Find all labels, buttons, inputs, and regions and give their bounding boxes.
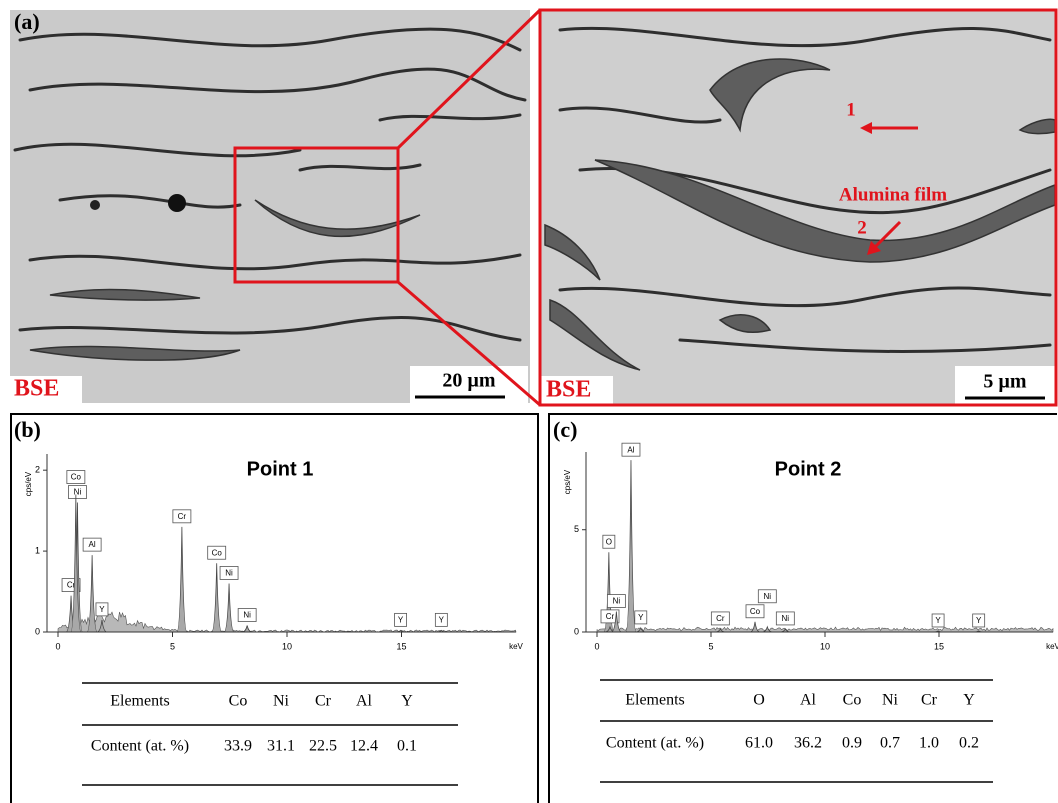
annotation: 1 <box>846 99 856 120</box>
micrograph-background <box>10 10 530 403</box>
y-tick-label: 0 <box>35 626 40 636</box>
table-cell: Content (at. %) <box>91 738 189 755</box>
annotation: 2 <box>857 217 867 238</box>
scale-bar-label: 20 µm <box>442 370 496 392</box>
table-header: Al <box>800 692 817 709</box>
peak <box>242 626 252 632</box>
table-header: O <box>753 692 765 709</box>
peak <box>626 460 636 632</box>
table-header: Ni <box>882 692 899 709</box>
table-cell: 22.5 <box>309 738 337 755</box>
table-header: Y <box>963 692 975 709</box>
peak-label: Ni <box>243 611 251 620</box>
peak-label: Ni <box>782 614 790 623</box>
peak-label: Ni <box>74 488 82 497</box>
y-tick-label: 1 <box>35 545 40 555</box>
y-tick-label: 5 <box>574 524 579 534</box>
table-header: Co <box>229 693 248 710</box>
table-cell: 1.0 <box>919 735 939 752</box>
y-axis-label: cps/eV <box>24 471 33 496</box>
table-cell: 33.9 <box>224 738 252 755</box>
x-tick-label: 10 <box>282 641 292 651</box>
table-cell: 0.7 <box>880 735 900 752</box>
spectrum-title: Point 1 <box>247 458 314 480</box>
figure: (a) BSE 20 µm BSE 5 µm 1 Alumina film 2 … <box>0 0 1058 803</box>
peak-label: Y <box>398 615 404 624</box>
spectrum-title: Point 2 <box>775 458 842 480</box>
table-header: Y <box>401 693 413 710</box>
peak-label: Ni <box>764 592 772 601</box>
peak <box>177 527 187 632</box>
peak-label: Co <box>71 473 82 482</box>
overview-micrograph <box>10 10 530 403</box>
peak-label: O <box>606 537 612 546</box>
x-tick-label: 10 <box>820 641 830 651</box>
x-tick-label: 0 <box>55 641 60 651</box>
table-header: Al <box>356 693 373 710</box>
table-cell: 61.0 <box>745 735 773 752</box>
peak-label: Y <box>976 616 982 625</box>
table-cell: 0.2 <box>959 735 979 752</box>
panel-label: (c) <box>553 417 577 442</box>
y-tick-label: 2 <box>35 465 40 475</box>
x-tick-label: 5 <box>708 641 713 651</box>
table-header: Cr <box>315 693 332 710</box>
x-axis-label: keV <box>509 642 523 651</box>
table-cell: 36.2 <box>794 735 822 752</box>
x-tick-label: 15 <box>934 641 944 651</box>
panel-label: (b) <box>14 417 41 442</box>
table-header: Co <box>843 692 862 709</box>
pore <box>90 200 100 210</box>
panel-label: (a) <box>14 9 40 34</box>
table-header: Ni <box>273 693 290 710</box>
table-cell: 12.4 <box>350 738 378 755</box>
x-tick-label: 5 <box>170 641 175 651</box>
peak-label: Ni <box>225 569 233 578</box>
table-header: Elements <box>110 693 170 710</box>
scale-bar-label: 5 µm <box>983 371 1027 393</box>
y-axis-label: cps/eV <box>563 469 572 494</box>
peak-label: Cr <box>716 614 725 623</box>
annotation: Alumina film <box>839 184 947 205</box>
table-header: Cr <box>921 692 938 709</box>
table-cell: 0.1 <box>397 738 417 755</box>
y-tick-label: 0 <box>574 626 579 636</box>
peak-label: Y <box>99 605 105 614</box>
peak-label: Al <box>627 445 634 454</box>
peak-label: Co <box>750 607 761 616</box>
table-cell: 0.9 <box>842 735 862 752</box>
peak-label: Cr <box>178 512 187 521</box>
peak-label: Co <box>212 548 223 557</box>
peak-label: Al <box>89 540 96 549</box>
table-header: Elements <box>625 692 685 709</box>
x-tick-label: 15 <box>396 641 406 651</box>
x-tick-label: 0 <box>594 641 599 651</box>
table-cell: 31.1 <box>267 738 295 755</box>
detector-label: BSE <box>546 377 591 403</box>
detector-label: BSE <box>14 376 59 402</box>
background-signal <box>597 627 1053 632</box>
peak-label: Cr <box>606 612 615 621</box>
peak <box>224 583 234 632</box>
peak-label: Y <box>439 615 445 624</box>
detail-micrograph <box>541 11 1055 404</box>
peak-label: Ni <box>613 597 621 606</box>
peak-label: Y <box>638 613 644 622</box>
x-axis-label: keV <box>1046 642 1058 651</box>
pore <box>168 194 186 212</box>
table-cell: Content (at. %) <box>606 735 704 752</box>
peak-label: Y <box>935 616 941 625</box>
